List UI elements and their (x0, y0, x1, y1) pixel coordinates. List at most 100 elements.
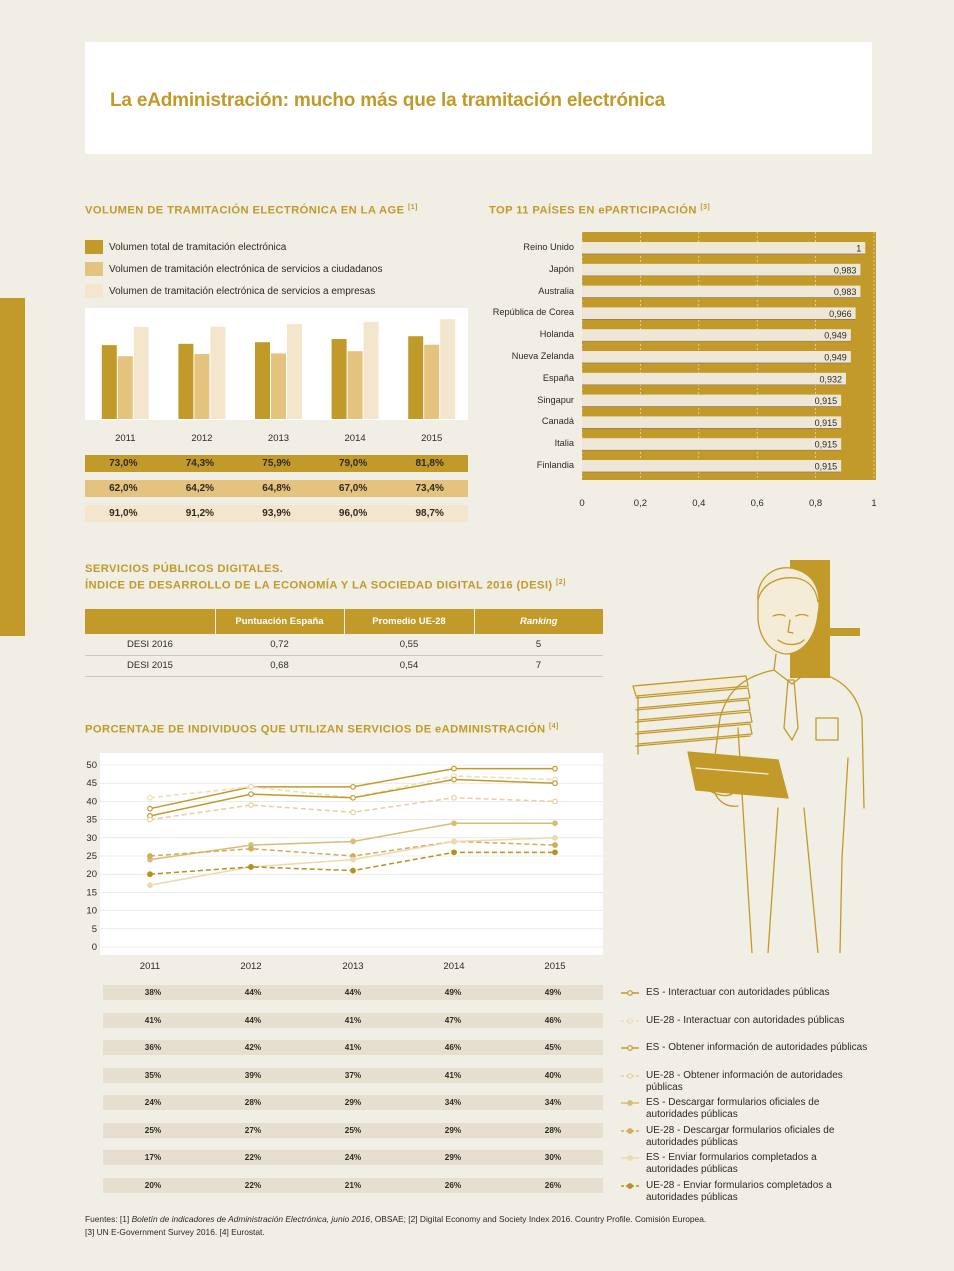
table-cell: 41% (344, 1043, 362, 1052)
hbar-category-label: Italia (554, 438, 574, 449)
hbar-value-label: 0,915 (815, 418, 838, 428)
series-point (451, 838, 457, 845)
hbar-category-label: Finlandia (536, 460, 574, 470)
y-tick-label: 30 (86, 833, 97, 844)
porcentaje-section-title: PORCENTAJE DE INDIVIDUOS QUE UTILIZAN SE… (85, 723, 559, 736)
hbar-Canadá (582, 416, 842, 429)
table-row: 17% 22% 24% 29% 30% (103, 1150, 603, 1165)
hbar-category-label: Holanda (539, 329, 574, 340)
legend-item: UE-28 - Enviar formularios completados a… (620, 1180, 870, 1204)
x-tick-label: 2013 (268, 433, 289, 444)
hbar-category-label: Nueva Zelanda (511, 351, 574, 361)
sources-note: Fuentes: [1] Boletín de indicadores de A… (85, 1214, 707, 1237)
bar-2012-s1 (194, 354, 210, 419)
series-point (248, 783, 254, 790)
series-point (552, 842, 558, 848)
table-row: 38% 44% 44% 49% 49% (103, 985, 603, 1000)
legend-item: UE-28 - Obtener información de autoridad… (620, 1070, 870, 1094)
series-point (147, 882, 153, 889)
table-cell: 28% (544, 1125, 562, 1135)
hbar-x-tick: 0,4 (692, 498, 705, 509)
hbar-category-label: España (542, 372, 574, 383)
table-cell: 38% (144, 988, 162, 997)
table-cell: 24% (344, 1153, 362, 1162)
legend-marker-icon (621, 1155, 639, 1161)
table-cell: 30% (544, 1153, 562, 1162)
hbar-Reino Unido (582, 242, 866, 254)
hbar-value-label: 0,949 (824, 353, 847, 363)
volumen-bar-chart: 2011 2012 2013 2014 2015 (85, 308, 468, 444)
table-row: DESI 2016 0,72 0,55 5 (85, 634, 603, 656)
table-row: 35% 39% 37% 41% 40% (103, 1067, 603, 1083)
desi-header-ranking: Ranking (474, 609, 603, 634)
table-cell: 25% (144, 1125, 162, 1135)
hbar-x-tick: 0,2 (634, 498, 647, 509)
top11-section-title: TOP 11 PAÍSES EN ePARTICIPACIÓN [3] (489, 204, 711, 217)
hbar-Singapur (582, 394, 842, 407)
legend-marker-icon (621, 990, 639, 996)
legend-item-empresas: Volumen de tramitación electrónica de se… (85, 280, 383, 302)
series-point (552, 780, 558, 787)
hbar-category-label: Japón (548, 263, 574, 274)
page-title: La eAdministración: mucho más que la tra… (110, 90, 665, 111)
table-cell: 34% (444, 1098, 462, 1107)
table-cell: 47% (444, 1015, 462, 1025)
table-cell: 27% (244, 1125, 262, 1135)
table-cell: 41% (344, 1015, 362, 1025)
series-point (147, 794, 153, 801)
x-tick-label: 2011 (115, 433, 135, 444)
bar-2013-s2 (287, 323, 302, 419)
desi-header-espana: Puntuación España (215, 609, 345, 634)
y-tick-label: 10 (86, 906, 97, 917)
y-tick-label: 50 (86, 760, 97, 771)
bar-2013-s0 (255, 342, 270, 419)
table-row: DESI 2015 0,68 0,54 7 (85, 655, 603, 677)
legend-label: UE-28 - Descargar formularios oficiales … (646, 1124, 835, 1148)
hbar-category-label: Singapur (537, 394, 574, 405)
table-cell: 41% (444, 1070, 462, 1080)
legend-label: UE-28 - Obtener información de autoridad… (646, 1069, 843, 1093)
legend-marker-icon (621, 1127, 639, 1134)
bar-2015-s1 (424, 344, 440, 419)
man-with-tablet-illustration (632, 560, 865, 953)
y-tick-label: 0 (92, 942, 97, 953)
volumen-section-title: VOLUMEN DE TRAMITACIÓN ELECTRÓNICA EN LA… (85, 204, 418, 217)
y-tick-label: 25 (86, 851, 97, 862)
hbar-category-label: Reino Unido (523, 242, 574, 252)
table-cell: 41% (144, 1015, 162, 1025)
legend-item: ES - Enviar formularios completados a au… (620, 1152, 870, 1176)
series-point (350, 856, 356, 863)
series-point (248, 802, 254, 808)
y-tick-label: 5 (92, 924, 97, 935)
table-cell: 26% (444, 1180, 462, 1190)
series-point (552, 849, 558, 856)
series-point (350, 794, 356, 801)
table-cell: 25% (344, 1125, 362, 1135)
bar-2015-s2 (440, 319, 456, 419)
table-cell: 35% (144, 1070, 162, 1080)
hbar-x-tick: 0 (579, 498, 584, 509)
table-cell: 29% (444, 1125, 462, 1135)
table-cell: 39% (244, 1070, 262, 1080)
porcentaje-line-chart: 0 5 10 15 20 25 30 35 40 45 50 2011 2012 2013 2014 2015 (86, 760, 603, 972)
bar-2011-s0 (101, 345, 117, 419)
legend-item: ES - Interactuar con autoridades pública… (620, 987, 870, 999)
table-cell: 24% (144, 1098, 162, 1107)
bar-2011-s1 (117, 356, 133, 419)
table-cell: 49% (544, 988, 562, 997)
table-cell: 22% (244, 1180, 262, 1190)
hbar-value-label: 1 (856, 244, 861, 254)
y-tick-label: 15 (86, 887, 97, 898)
series-point (552, 798, 558, 805)
hbar-value-label: 0,932 (819, 374, 842, 384)
top11-bar-chart: 0 0,2 0,4 0,6 0,8 1 1 0,983 0,983 0,966 0,949 0,949… (579, 232, 877, 509)
hbar-República de Corea (582, 307, 856, 320)
series-point (552, 765, 558, 772)
series-point (350, 867, 356, 874)
hbar-x-tick: 1 (871, 498, 876, 509)
x-tick-label: 2011 (140, 961, 160, 972)
table-cell: 36% (144, 1043, 162, 1052)
volumen-row-ciudadanos: 62,0% 64,2% 64,8% 67,0% 73,4% (85, 480, 468, 497)
desi-section-title: SERVICIOS PÚBLICOS DIGITALES. ÍNDICE DE … (85, 563, 566, 592)
bar-2014-s1 (347, 351, 363, 419)
